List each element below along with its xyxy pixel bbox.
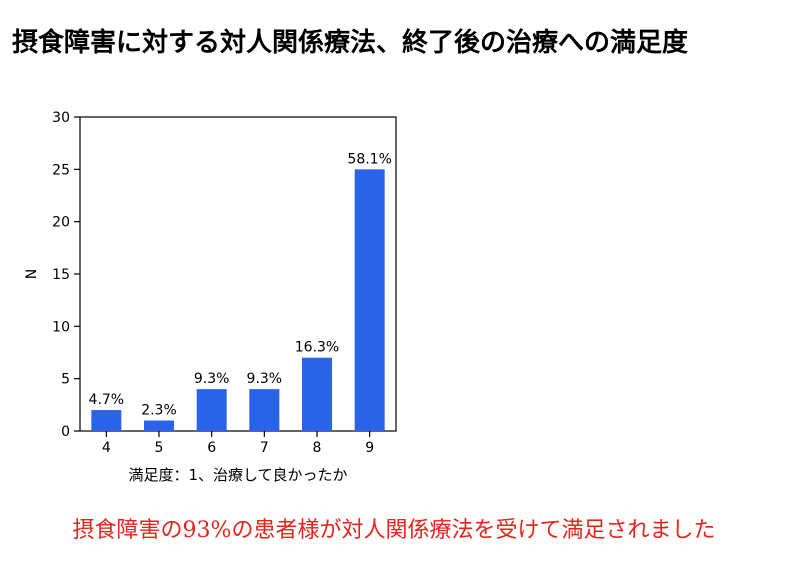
y-axis-label: N [24,269,40,279]
x-tick-label: 6 [207,440,216,456]
y-tick-label: 20 [52,215,70,231]
data-label: 16.3% [295,340,339,356]
y-tick-label: 30 [52,110,70,126]
x-axis-label: 満足度：1、治療して良かったか [128,466,347,484]
bar-8 [302,357,332,431]
x-tick-label: 7 [260,440,269,456]
data-label: 9.3% [194,371,230,387]
x-axis: 4 5 6 7 8 9 [102,431,374,456]
data-label: 2.3% [141,403,177,419]
x-tick-label: 4 [102,440,111,456]
bar-7 [249,389,280,431]
bar-4 [91,410,122,431]
y-tick-label: 15 [52,267,70,283]
bars [91,169,385,432]
data-label: 9.3% [247,371,283,387]
x-tick-label: 5 [155,440,164,456]
y-tick-label: 5 [61,372,70,388]
y-axis: 0 5 10 15 20 25 30 [52,110,80,440]
y-tick-label: 25 [52,162,70,178]
bar-9 [354,169,385,432]
data-label: 58.1% [347,151,391,167]
page-title: 摂食障害に対する対人関係療法、終了後の治療への満足度 [12,28,689,58]
bar-5 [144,420,174,431]
data-labels: 4.7% 2.3% 9.3% 9.3% 16.3% 58.1% [89,151,392,418]
x-tick-label: 9 [365,440,374,456]
x-tick-label: 8 [313,440,322,456]
bar-6 [196,389,227,431]
y-tick-label: 0 [61,424,70,440]
y-tick-label: 10 [52,319,70,335]
conclusion-text: 摂食障害の93%の患者様が対人関係療法を受けて満足されました [72,518,716,543]
data-label: 4.7% [89,392,125,408]
